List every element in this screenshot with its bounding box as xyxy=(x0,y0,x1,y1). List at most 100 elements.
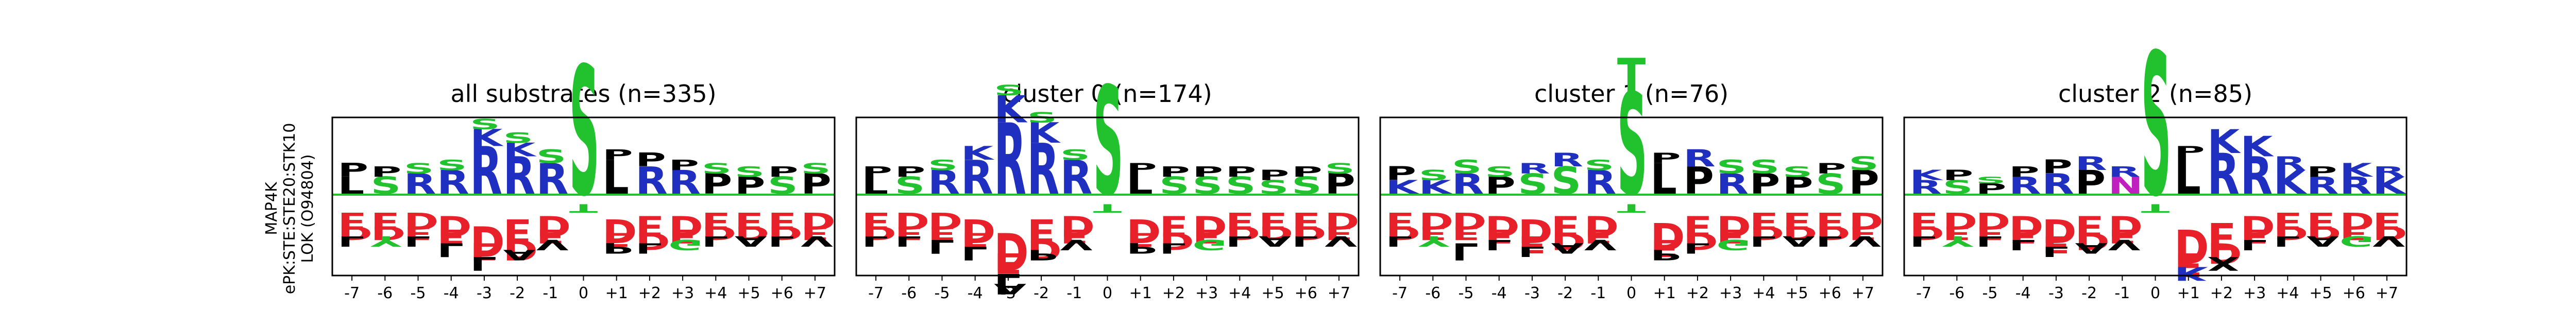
logo-letter-E: E xyxy=(1485,225,1513,247)
logo-letter-S: S xyxy=(371,173,401,199)
logo-letter-E: E xyxy=(1650,234,1679,261)
x-tick-label: +4 xyxy=(2276,284,2299,302)
logo-panel-3: cluster 2 (n=85)RKEDL-7SPDEY-6PSDEL-5RPD… xyxy=(1903,12,2408,302)
logo-letter-L: L xyxy=(928,235,955,257)
logo-letter-D: D xyxy=(1943,207,1977,234)
figure-ylabel: MAP4K ePK:STE:STE20:STK10 LOK (O94804) xyxy=(263,123,317,295)
logo-letter-S: S xyxy=(1093,56,1123,229)
logo-letter-L: L xyxy=(470,252,497,274)
logo-letter-R: R xyxy=(1452,168,1484,201)
logo-letter-E: E xyxy=(735,207,763,234)
logo-letter-D: D xyxy=(503,233,537,265)
logo-letter-T: T xyxy=(2141,201,2170,215)
logo-letter-E: E xyxy=(1783,207,1811,234)
x-tick-label: -2 xyxy=(510,284,525,302)
logo-column: RS DEV xyxy=(1060,147,1095,252)
logo-letter-K: K xyxy=(470,125,503,151)
logo-letter-L: L xyxy=(1292,233,1318,249)
logo-letter-L: L xyxy=(2009,236,2036,252)
panel-frame xyxy=(331,116,836,277)
logo-letter-L: L xyxy=(1976,233,2003,249)
logo-letter-D: D xyxy=(1192,209,1227,242)
logo-letter-S: S xyxy=(470,116,500,132)
logo-letter-V: V xyxy=(2372,233,2405,249)
logo-letter-D: D xyxy=(2174,218,2209,272)
logo-letter-L: L xyxy=(1750,233,1776,249)
logo-letter-A: A xyxy=(1783,233,1815,249)
x-tick-label: 0 xyxy=(579,284,588,302)
logo-letter-R: R xyxy=(2042,168,2074,201)
logo-letter-L: L xyxy=(1126,168,1153,201)
logo-letter-T: T xyxy=(1617,201,1646,215)
logo-letter-P: P xyxy=(371,164,402,180)
x-tick-label: -7 xyxy=(868,284,884,302)
logo-letter-R: R xyxy=(668,164,701,202)
logo-letter-L: L xyxy=(861,173,888,199)
logo-column: RP EDL xyxy=(635,149,670,256)
logo-letter-P: P xyxy=(337,160,368,181)
logo-letter-S: S xyxy=(1192,173,1222,199)
logo-letter-R: R xyxy=(961,151,993,205)
logo-letter-P: P xyxy=(1943,167,1974,183)
logo-letter-X: X xyxy=(2207,252,2240,274)
logo-letter-S: S xyxy=(768,173,798,199)
x-tick-label: 0 xyxy=(1626,284,1636,302)
x-tick-label: -2 xyxy=(1033,284,1049,302)
logo-letter-L: L xyxy=(1518,243,1545,259)
logo-letter-R: R xyxy=(503,147,535,206)
logo-letter-L: L xyxy=(961,242,988,264)
logo-letter-L: L xyxy=(1226,233,1252,249)
logo-letter-D: D xyxy=(1325,207,1359,234)
logo-letter-D: D xyxy=(2075,228,2109,254)
logo-letter-N: N xyxy=(2108,173,2143,199)
logo-letter-P: P xyxy=(895,164,926,180)
logo-column: ST xyxy=(569,29,599,236)
logo-letter-L: L xyxy=(2174,147,2201,206)
logo-letter-D: D xyxy=(1650,214,1685,257)
logo-letter-L: L xyxy=(1452,237,1479,264)
logo-letter-L: L xyxy=(602,151,629,205)
logo-letter-V: V xyxy=(1584,236,1617,252)
logo-letter-E: E xyxy=(2108,225,2137,247)
logo-column: RS DEV xyxy=(536,146,571,252)
logo-letter-R: R xyxy=(437,164,469,202)
logo-letter-E: E xyxy=(437,225,465,247)
logo-column: PR EDL xyxy=(1683,145,1718,256)
logo-letter-L: L xyxy=(1485,236,1512,252)
logo-letter-V: V xyxy=(536,236,569,252)
logo-letter-P: P xyxy=(1783,173,1814,199)
logo-letter-A: A xyxy=(1259,233,1291,249)
logo-letter-G: G xyxy=(668,236,703,252)
logo-column: PS EDL xyxy=(1750,156,1784,249)
logo-column: KP EDL xyxy=(1385,163,1420,249)
panel-frame xyxy=(1379,116,1884,277)
logo-letter-D: D xyxy=(1485,209,1519,242)
logo-column: PS EDA xyxy=(735,164,769,249)
logo-column: RS DEV xyxy=(1584,157,1619,252)
logo-letter-D: D xyxy=(1159,228,1194,254)
logo-letter-E: E xyxy=(2274,207,2302,234)
logo-letter-E: E xyxy=(1159,209,1188,242)
logo-letter-D: D xyxy=(1750,222,1784,244)
ylabel-line-2: ePK:STE:STE20:STK10 xyxy=(281,123,299,295)
logo-letter-S: S xyxy=(702,161,732,177)
x-tick-label: +1 xyxy=(605,284,628,302)
logo-letter-L: L xyxy=(2274,233,2300,249)
logo-letter-E: E xyxy=(1716,225,1744,247)
x-tick-label: +2 xyxy=(2210,284,2233,302)
logo-column: PS DEV xyxy=(1849,152,1883,249)
x-tick-label: -1 xyxy=(1066,284,1082,302)
x-tick-label: -5 xyxy=(1982,284,1998,302)
logo-letter-D: D xyxy=(1452,207,1486,234)
logo-column: PS EDL xyxy=(702,161,736,249)
logo-panel-2: cluster 1 (n=76)KPEDL-7KSDEY-6RSDEL-5PSD… xyxy=(1379,49,1884,302)
logo-letter-L: L xyxy=(1816,233,1842,249)
logo-letter-S: S xyxy=(404,161,434,177)
logo-letter-S: S xyxy=(1849,152,1878,174)
logo-letter-S: S xyxy=(928,157,958,173)
logo-letter-R: R xyxy=(1683,145,1716,172)
logo-column: NR DEV xyxy=(2108,164,2143,252)
logo-letter-E: E xyxy=(1551,209,1579,242)
logo-column: RK EDX xyxy=(2207,123,2242,274)
logo-letter-P: P xyxy=(1750,168,1780,201)
